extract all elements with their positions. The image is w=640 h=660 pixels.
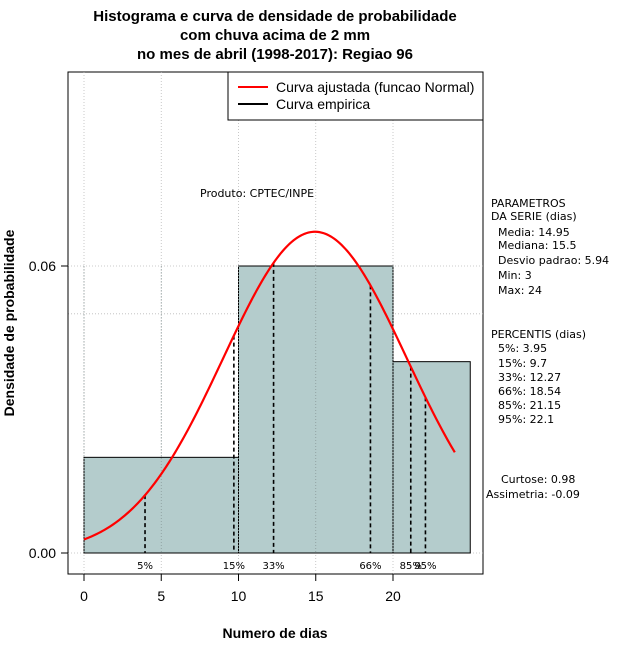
title-line-1: Histograma e curva de densidade de proba… bbox=[93, 8, 456, 25]
histogram-bar bbox=[238, 265, 394, 554]
x-tick-label: 15 bbox=[308, 588, 324, 604]
stats-line: Assimetria: -0.09 bbox=[486, 488, 580, 501]
percentile-label: 5% bbox=[137, 561, 153, 572]
x-tick-label: 0 bbox=[80, 588, 88, 604]
product-label: Produto: CPTEC/INPE bbox=[200, 187, 314, 200]
title-line-3: no mes de abril (1998-2017): Regiao 96 bbox=[137, 46, 413, 63]
percentile-label: 66% bbox=[359, 561, 381, 572]
x-axis-label: Numero de dias bbox=[222, 625, 327, 641]
parameters-line: Mediana: 15.5 bbox=[498, 239, 576, 252]
percentile-labels: 5% 15% 33% 66% 85%95% bbox=[137, 561, 436, 572]
chart-title: Histograma e curva de densidade de proba… bbox=[93, 8, 456, 63]
percentiles-line: 95%: 22.1 bbox=[498, 413, 554, 426]
percentiles-line: 15%: 9.7 bbox=[498, 357, 547, 370]
legend-box bbox=[227, 71, 484, 121]
parameters-line: Media: 14.95 bbox=[498, 226, 570, 239]
percentiles-line: 5%: 3.95 bbox=[498, 342, 547, 355]
fitted-curve bbox=[83, 230, 456, 541]
percentiles-line: 85%: 21.15 bbox=[498, 399, 561, 412]
x-tick-label: 5 bbox=[157, 588, 165, 604]
y-axis: 0.00 0.06 bbox=[29, 258, 69, 561]
percentile-label: 85% bbox=[400, 561, 422, 572]
percentiles-line: 66%: 18.54 bbox=[498, 385, 561, 398]
percentiles-line: PERCENTIS (dias) bbox=[491, 328, 586, 341]
percentiles-line: 33%: 12.27 bbox=[498, 371, 561, 384]
parameters-block: PARAMETROS DA SERIE (dias) Media: 14.95 … bbox=[491, 197, 609, 297]
parameters-line: Desvio padrao: 5.94 bbox=[498, 254, 609, 267]
parameters-line: Max: 24 bbox=[498, 284, 542, 297]
x-tick-label: 20 bbox=[385, 588, 401, 604]
x-tick-label: 10 bbox=[231, 588, 247, 604]
parameters-line: PARAMETROS bbox=[491, 197, 566, 210]
percentile-label: 33% bbox=[262, 561, 284, 572]
y-axis-label: Densidade de probabilidade bbox=[1, 229, 17, 416]
percentile-lines bbox=[144, 262, 427, 553]
parameters-line: DA SERIE (dias) bbox=[491, 210, 577, 223]
histogram-bars bbox=[83, 265, 471, 554]
y-tick-label: 0.06 bbox=[29, 258, 56, 274]
percentile-label: 15% bbox=[223, 561, 245, 572]
histogram-bar bbox=[392, 361, 471, 554]
x-axis: 0 5 10 15 20 bbox=[80, 573, 401, 604]
parameters-line: Min: 3 bbox=[498, 269, 532, 282]
histogram-bar bbox=[83, 456, 239, 554]
y-tick-label: 0.00 bbox=[29, 545, 56, 561]
title-line-2: com chuva acima de 2 mm bbox=[180, 27, 370, 44]
legend-label-fitted: Curva ajustada (funcao Normal) bbox=[276, 79, 474, 95]
percentile-label: 95% bbox=[414, 561, 436, 572]
legend: Curva ajustada (funcao Normal) Curva emp… bbox=[227, 71, 484, 121]
stats-block: Curtose: 0.98 Assimetria: -0.09 bbox=[486, 473, 580, 501]
percentiles-block: PERCENTIS (dias) 5%: 3.95 15%: 9.7 33%: … bbox=[491, 328, 586, 426]
legend-label-empirical: Curva empirica bbox=[276, 96, 370, 112]
fitted-curve-layer bbox=[83, 230, 456, 541]
stats-line: Curtose: 0.98 bbox=[501, 473, 575, 486]
